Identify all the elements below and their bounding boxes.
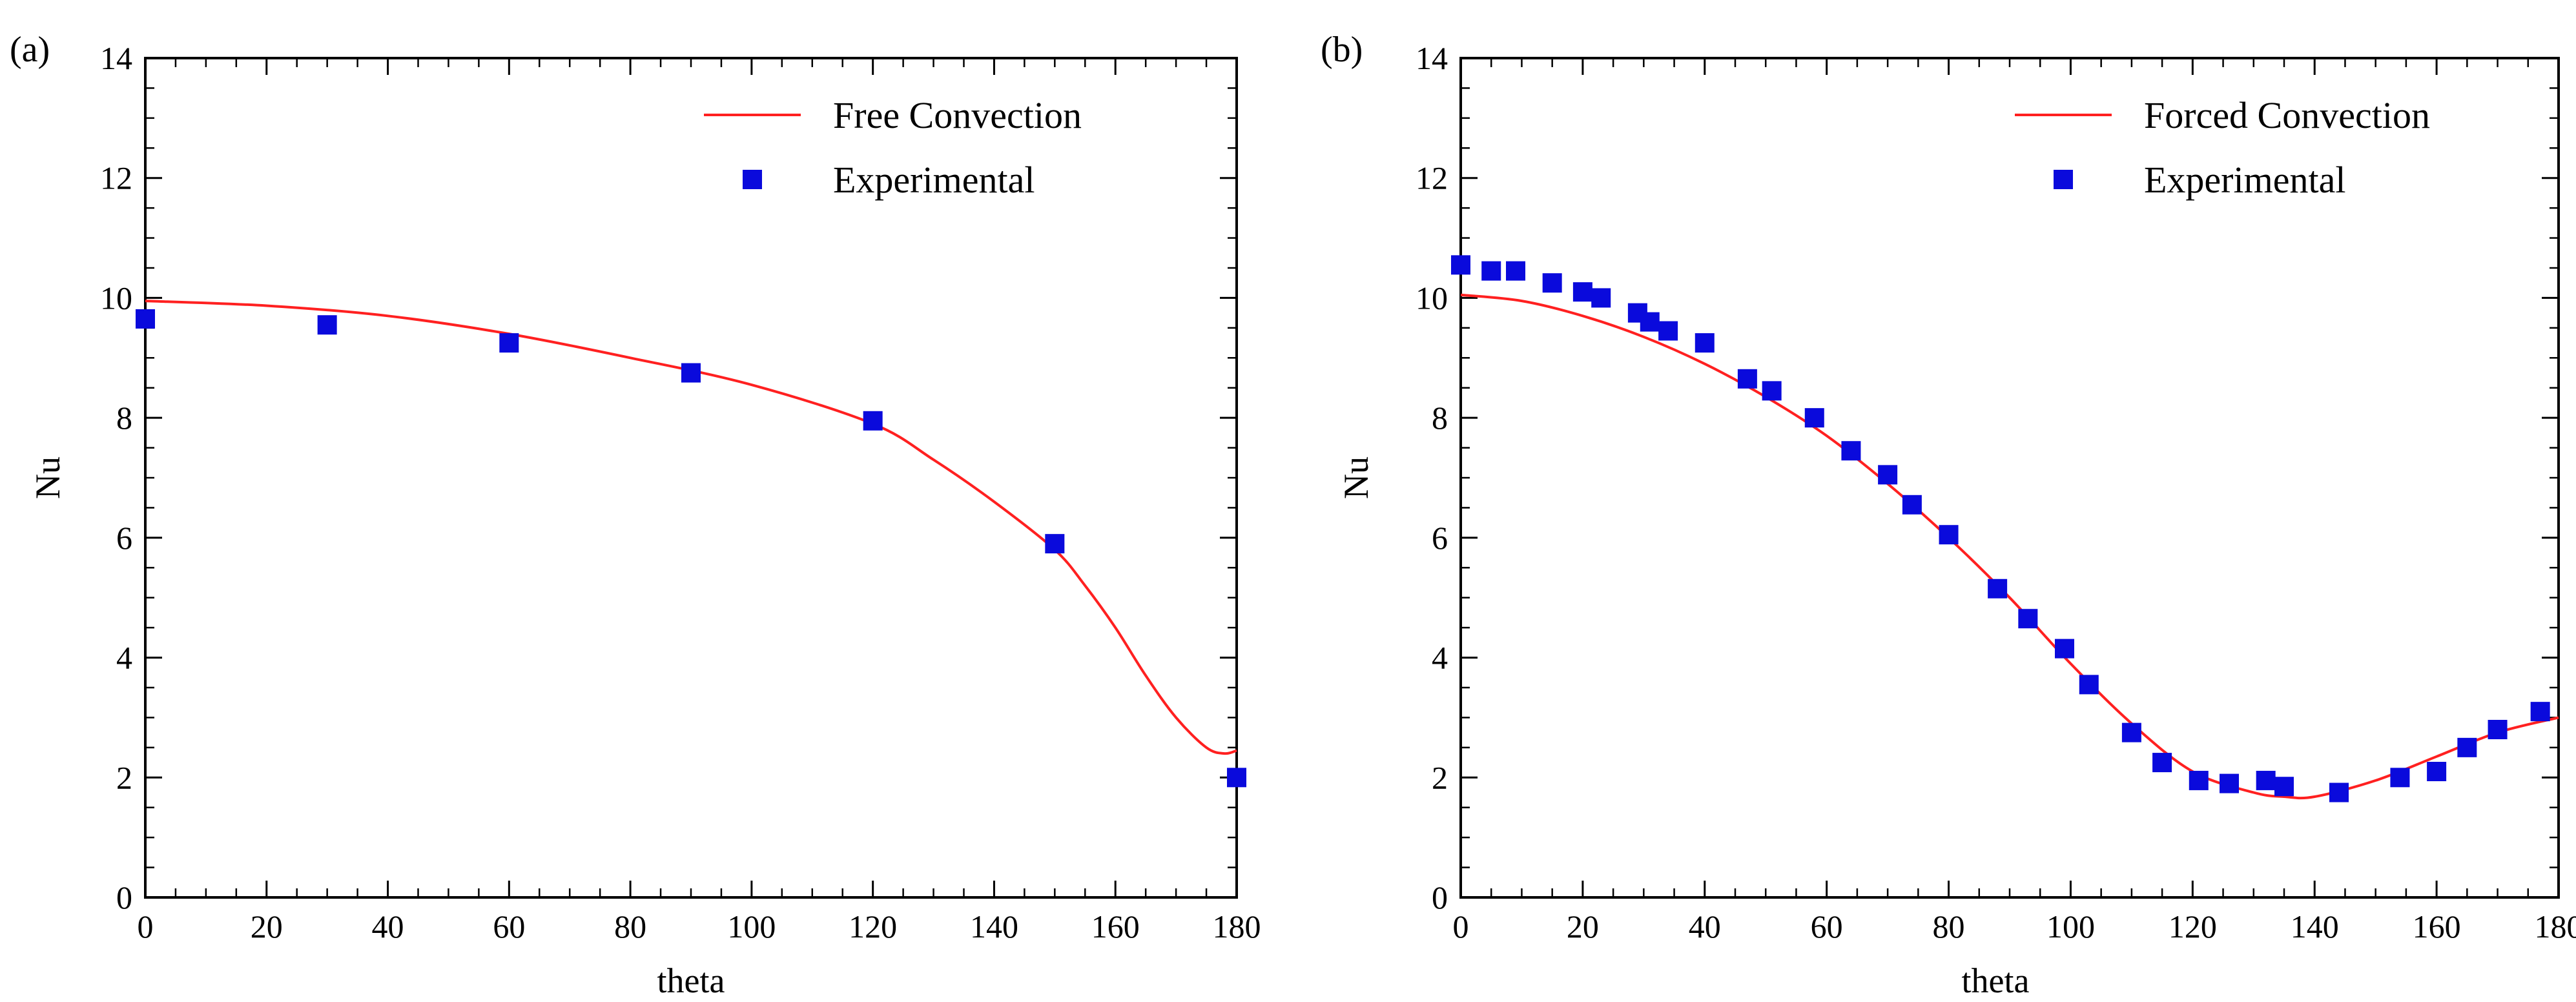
panel-b-data-point bbox=[1542, 273, 1562, 293]
panel-a-data-point bbox=[1045, 534, 1065, 554]
panel-a-x-tick-label: 180 bbox=[1213, 908, 1261, 945]
panel-b-data-point bbox=[1804, 408, 1824, 428]
panel-b-data-point bbox=[1591, 288, 1611, 308]
panel-b-data-point bbox=[2256, 770, 2276, 790]
panel-b-x-tick-label: 120 bbox=[2169, 908, 2217, 945]
panel-b-data-point bbox=[2055, 639, 2074, 659]
panel-a-x-tick-label: 20 bbox=[251, 908, 283, 945]
panel-a-legend-label-line: Free Convection bbox=[833, 94, 1082, 136]
panel-b-data-point bbox=[1481, 261, 1501, 281]
panel-b-data-point bbox=[1572, 282, 1592, 302]
panel-b-data-point bbox=[2220, 773, 2239, 793]
panel-b-data-point bbox=[1762, 381, 1782, 401]
panel-b-x-tick-label: 60 bbox=[1811, 908, 1843, 945]
panel-a-x-tick-label: 0 bbox=[138, 908, 154, 945]
panel-a-x-tick-label: 60 bbox=[493, 908, 525, 945]
panel-b-data-point bbox=[2189, 770, 2209, 790]
panel-a-y-tick-label: 4 bbox=[116, 640, 132, 676]
panel-b-y-tick-label: 6 bbox=[1432, 520, 1448, 556]
panel-a-x-tick-label: 160 bbox=[1091, 908, 1140, 945]
panel-b-data-point bbox=[1695, 333, 1715, 353]
panel-b-data-point bbox=[2018, 609, 2038, 629]
panel-a-plot-frame bbox=[144, 57, 1238, 899]
panel-b-series-line bbox=[1460, 293, 2559, 800]
panel-a-y-tick-label: 8 bbox=[116, 400, 132, 436]
panel-b-x-tick-label: 100 bbox=[2046, 908, 2095, 945]
panel-a-data-point bbox=[499, 333, 519, 353]
panel-a-y-tick-label: 12 bbox=[100, 160, 132, 196]
panel-b-data-point bbox=[1737, 369, 1757, 389]
panel-a-chart: (a) Nu theta 0 20 40 60 80 100 120 140 160 180 0 2 4… bbox=[10, 30, 1261, 1000]
panel-b-x-tick-label: 20 bbox=[1567, 908, 1599, 945]
panel-a-x-tick-label: 100 bbox=[727, 908, 776, 945]
panel-a-legend-label-scatter: Experimental bbox=[833, 159, 1035, 201]
panel-b-x-tick-label: 140 bbox=[2291, 908, 2339, 945]
panel-a-x-axis-label: theta bbox=[657, 961, 725, 1000]
panel-a-y-tick-label: 2 bbox=[116, 759, 132, 795]
panel-b-data-point bbox=[1988, 578, 2008, 598]
panel-b-legend-label-line: Forced Convection bbox=[2144, 94, 2430, 136]
panel-a-y-tick-label: 6 bbox=[116, 520, 132, 556]
panel-b-data-point bbox=[2530, 702, 2550, 722]
panel-b-data-point bbox=[1506, 261, 1525, 281]
panel-b-y-tick-label: 10 bbox=[1416, 280, 1448, 316]
panel-b-label: (b) bbox=[1321, 30, 1363, 70]
panel-b-x-tick-label: 80 bbox=[1933, 908, 1965, 945]
panel-a-y-tick-label: 14 bbox=[100, 40, 132, 76]
panel-a-x-tick-label: 80 bbox=[614, 908, 646, 945]
panel-b-legend-label-scatter: Experimental bbox=[2144, 159, 2345, 201]
panel-a-x-tick-label: 140 bbox=[970, 908, 1018, 945]
panel-a-legend-marker-swatch bbox=[743, 170, 762, 189]
panel-b-x-tick-label: 0 bbox=[1453, 908, 1469, 945]
panel-a-y-axis-label: Nu bbox=[28, 456, 67, 499]
panel-b-data-point bbox=[2427, 762, 2447, 781]
panel-a-data-point bbox=[1227, 768, 1246, 788]
panel-a-label: (a) bbox=[10, 30, 50, 70]
panel-b-data-point bbox=[1640, 312, 1660, 332]
panel-b-y-tick-label: 8 bbox=[1432, 400, 1448, 436]
panel-b-data-point bbox=[2329, 782, 2349, 803]
panel-b-data-point bbox=[1841, 441, 1861, 461]
panel-a-data-point bbox=[863, 411, 883, 431]
panel-b-y-axis-label: Nu bbox=[1337, 456, 1376, 499]
panel-b-data-point bbox=[2390, 768, 2410, 788]
panel-a-y-tick-label: 10 bbox=[100, 280, 132, 316]
panel-b-y-tick-label: 2 bbox=[1432, 759, 1448, 795]
panel-b-x-axis-label: theta bbox=[1962, 961, 2030, 1000]
panel-b-x-tick-label: 180 bbox=[2535, 908, 2576, 945]
panel-b-data-point bbox=[2152, 753, 2172, 773]
panel-a-data-point bbox=[317, 315, 337, 335]
panel-b-data-point bbox=[1658, 321, 1678, 341]
panel-b-data-point bbox=[1902, 495, 1922, 515]
panel-a-data-point bbox=[681, 363, 701, 383]
panel-b-y-tick-label: 14 bbox=[1416, 40, 1448, 76]
panel-b-data-point bbox=[2079, 675, 2099, 695]
panel-a-x-tick-label: 40 bbox=[372, 908, 404, 945]
panel-a-x-tick-label: 120 bbox=[849, 908, 897, 945]
panel-b-y-tick-label: 4 bbox=[1432, 640, 1448, 676]
panel-b-data-point bbox=[2274, 777, 2294, 797]
panel-b-data-point bbox=[1939, 525, 1959, 545]
panel-b-y-tick-label: 12 bbox=[1416, 160, 1448, 196]
panel-a-y-tick-label: 0 bbox=[116, 879, 132, 915]
panel-b-x-tick-label: 40 bbox=[1689, 908, 1721, 945]
panel-b-data-point bbox=[1451, 255, 1470, 275]
panel-b-data-point bbox=[1878, 465, 1898, 485]
panel-b-chart: (b) Nu theta 0 20 40 60 80 100 120 140 160 180 0 2 4… bbox=[1321, 30, 2576, 1000]
panel-b-y-tick-label: 0 bbox=[1432, 879, 1448, 915]
panel-b-data-point bbox=[2121, 722, 2141, 742]
panel-b-data-point bbox=[2488, 720, 2508, 739]
panel-a-series-line bbox=[145, 300, 1237, 755]
panel-b-x-tick-label: 160 bbox=[2413, 908, 2461, 945]
panel-a-data-point bbox=[136, 309, 155, 329]
panel-b-legend-marker-swatch bbox=[2054, 170, 2073, 189]
panel-b-data-point bbox=[2457, 737, 2477, 757]
